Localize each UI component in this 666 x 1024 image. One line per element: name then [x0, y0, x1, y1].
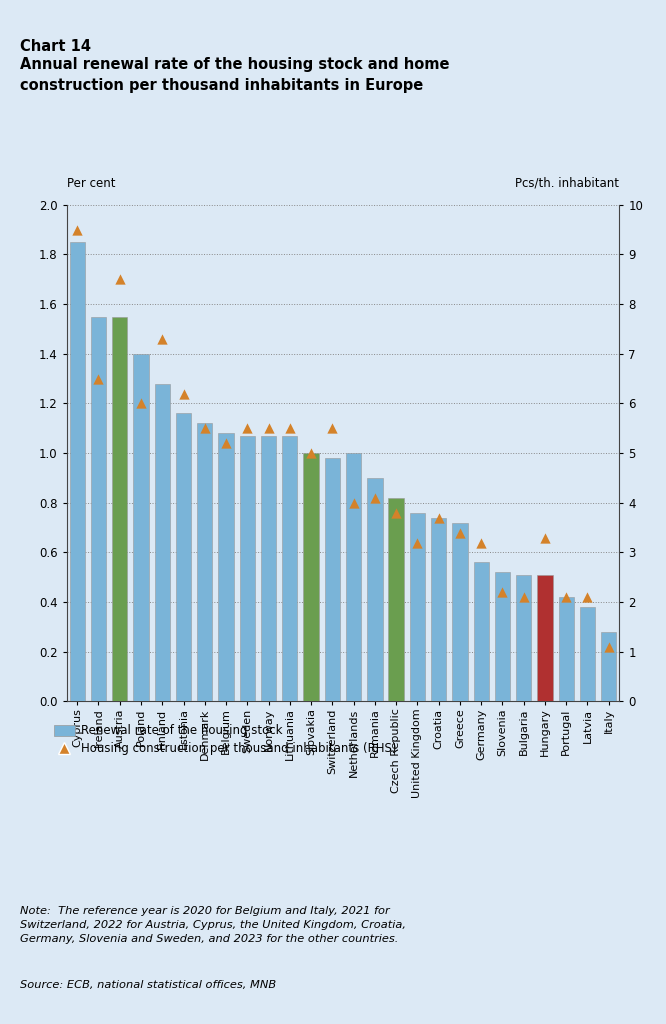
- Bar: [91, 316, 106, 701]
- Point: [348, 495, 359, 511]
- Point: [220, 435, 231, 452]
- Point: [178, 385, 189, 401]
- Bar: [240, 436, 255, 701]
- Bar: [367, 478, 382, 701]
- Point: [434, 510, 444, 526]
- Text: Per cent: Per cent: [67, 177, 115, 189]
- Bar: [346, 453, 361, 701]
- Bar: [261, 436, 276, 701]
- Bar: [601, 632, 617, 701]
- Text: Chart 14: Chart 14: [20, 39, 91, 54]
- Bar: [155, 384, 170, 701]
- Point: [539, 529, 550, 546]
- Point: [518, 589, 529, 605]
- Bar: [410, 513, 425, 701]
- Bar: [431, 518, 446, 701]
- Point: [157, 331, 168, 347]
- Point: [370, 489, 380, 506]
- Point: [263, 420, 274, 436]
- Bar: [452, 522, 468, 701]
- Bar: [197, 423, 212, 701]
- Point: [412, 535, 423, 551]
- Bar: [495, 572, 510, 701]
- Point: [93, 371, 104, 387]
- Point: [603, 639, 614, 655]
- Point: [561, 589, 571, 605]
- Point: [242, 420, 252, 436]
- Point: [497, 584, 507, 600]
- Point: [136, 395, 147, 412]
- Point: [72, 221, 83, 238]
- Point: [306, 444, 316, 461]
- Bar: [304, 453, 319, 701]
- Text: Pcs/th. inhabitant: Pcs/th. inhabitant: [515, 177, 619, 189]
- Text: Source: ECB, national statistical offices, MNB: Source: ECB, national statistical office…: [20, 980, 276, 990]
- Legend: Renewal rate of the housing stock, Housing construction per thousand inhabitants: Renewal rate of the housing stock, Housi…: [53, 724, 396, 756]
- Bar: [559, 597, 574, 701]
- Text: Note:  The reference year is 2020 for Belgium and Italy, 2021 for
Switzerland, 2: Note: The reference year is 2020 for Bel…: [20, 906, 406, 944]
- Bar: [325, 458, 340, 701]
- Bar: [516, 574, 531, 701]
- Bar: [282, 436, 298, 701]
- Point: [284, 420, 295, 436]
- Point: [115, 271, 125, 288]
- Point: [582, 589, 593, 605]
- Point: [455, 524, 466, 541]
- Bar: [176, 414, 191, 701]
- Point: [327, 420, 338, 436]
- Point: [200, 420, 210, 436]
- Point: [476, 535, 486, 551]
- Text: Annual renewal rate of the housing stock and home: Annual renewal rate of the housing stock…: [20, 57, 450, 73]
- Point: [391, 505, 402, 521]
- Bar: [537, 574, 553, 701]
- Text: construction per thousand inhabitants in Europe: construction per thousand inhabitants in…: [20, 78, 423, 93]
- Bar: [112, 316, 127, 701]
- Bar: [388, 498, 404, 701]
- Bar: [218, 433, 234, 701]
- Bar: [580, 607, 595, 701]
- Bar: [474, 562, 489, 701]
- Bar: [69, 242, 85, 701]
- Bar: [133, 353, 149, 701]
